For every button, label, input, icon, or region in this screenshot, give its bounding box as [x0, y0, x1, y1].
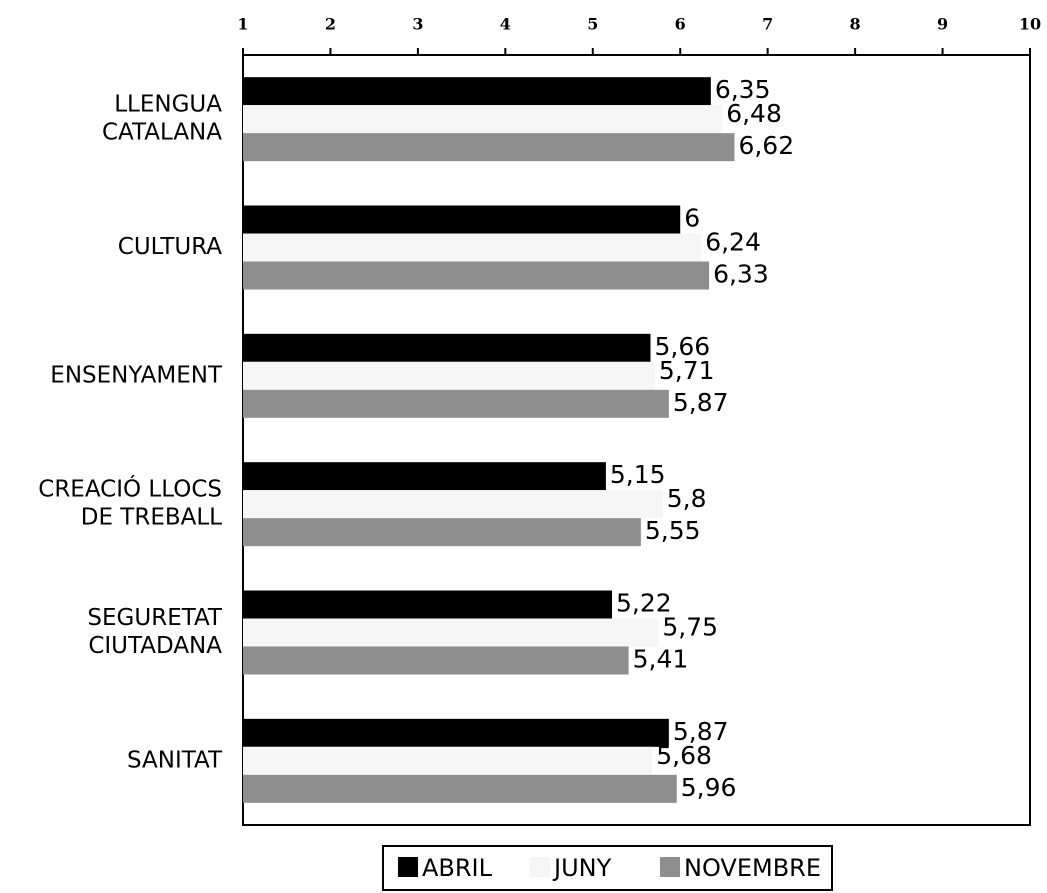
bar — [243, 261, 710, 290]
bar — [243, 590, 613, 619]
legend-box — [382, 845, 833, 891]
bar — [243, 490, 663, 519]
value-label: 5,15 — [610, 460, 666, 489]
value-label: 5,68 — [656, 741, 712, 770]
value-label: 6,35 — [715, 75, 771, 104]
x-tick-label: 3 — [412, 15, 423, 34]
bar — [243, 746, 653, 775]
x-tick-label: 7 — [762, 15, 773, 34]
y-tick-label: CREACIÓ LLOCS — [38, 475, 222, 503]
value-label: 5,96 — [681, 773, 737, 802]
bar — [243, 389, 669, 418]
y-tick-label: DE TREBALL — [81, 505, 222, 531]
value-label: 6,62 — [738, 131, 794, 160]
legend-swatch — [398, 857, 418, 877]
value-label: 5,55 — [645, 516, 701, 545]
bar — [243, 462, 606, 491]
y-tick-label: SANITAT — [127, 747, 223, 773]
bar — [243, 618, 659, 647]
y-tick-label: CIUTADANA — [88, 633, 222, 659]
x-tick-label: 2 — [325, 15, 336, 34]
x-tick-label: 9 — [937, 15, 948, 34]
legend-swatch — [530, 857, 550, 877]
bar — [243, 133, 735, 162]
value-label: 5,41 — [633, 645, 689, 674]
x-tick-label: 1 — [237, 15, 248, 34]
legend-swatch — [660, 857, 680, 877]
x-tick-label: 8 — [850, 15, 861, 34]
value-label: 6,33 — [713, 260, 769, 289]
value-label: 6,24 — [705, 228, 761, 257]
legend-label: ABRIL — [422, 854, 493, 882]
value-label: 5,71 — [659, 356, 715, 385]
bar — [243, 518, 641, 547]
y-tick-label: CULTURA — [118, 234, 222, 260]
x-tick-label: 4 — [500, 15, 511, 34]
y-tick-label: LLENGUA — [114, 92, 222, 118]
value-label: 5,75 — [662, 613, 718, 642]
bar — [243, 333, 651, 362]
y-tick-label: SEGURETAT — [87, 605, 223, 631]
bar — [243, 105, 723, 134]
x-tick-label: 5 — [587, 15, 598, 34]
bar — [243, 77, 711, 106]
legend-label: NOVEMBRE — [684, 854, 821, 882]
bar — [243, 361, 655, 390]
bar — [243, 646, 629, 675]
bar — [243, 233, 702, 262]
bar — [243, 205, 681, 234]
legend-label: JUNY — [552, 854, 612, 882]
value-label: 5,87 — [673, 717, 729, 746]
value-label: 5,66 — [654, 332, 710, 361]
value-label: 6,48 — [726, 99, 782, 128]
value-label: 5,8 — [667, 484, 707, 513]
plot-frame — [242, 54, 1031, 826]
y-tick-label: CATALANA — [102, 120, 222, 146]
value-label: 5,87 — [673, 388, 729, 417]
bar — [243, 774, 677, 803]
x-tick-label: 10 — [1019, 15, 1041, 34]
value-label: 5,22 — [616, 589, 672, 618]
y-tick-label: ENSENYAMENT — [50, 362, 223, 388]
x-tick-label: 6 — [675, 15, 686, 34]
bar — [243, 718, 669, 747]
value-label: 6 — [684, 204, 700, 233]
